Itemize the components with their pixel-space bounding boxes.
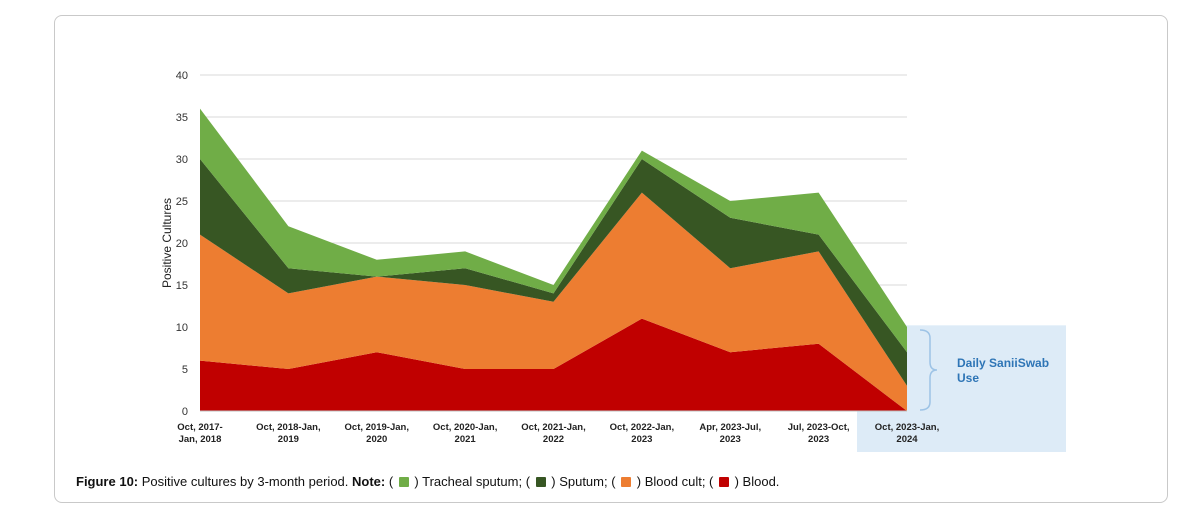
blood-swatch [719, 477, 729, 487]
x-tick-label: Jul, 2023-Oct, 2023 [788, 422, 850, 445]
x-tick-label: Oct, 2019-Jan, 2020 [345, 422, 409, 445]
y-tick-label: 35 [176, 112, 188, 124]
caption-legend-4-label: ) Blood. [731, 474, 780, 489]
area-blood [200, 318, 907, 411]
y-tick-label: 0 [182, 406, 188, 418]
y-axis-label: Positive Cultures [160, 198, 174, 288]
caption-legend-3-open: ( [607, 474, 620, 489]
sputum-swatch [535, 477, 546, 487]
caption-legend-4-open: ( [705, 474, 717, 489]
figure-caption: Figure 10: Positive cultures by 3-month … [76, 474, 779, 489]
y-tick-label: 15 [176, 280, 188, 292]
x-tick-label: Oct, 2023-Jan, 2024 [875, 422, 939, 445]
y-tick-label: 25 [176, 196, 188, 208]
caption-label: Figure 10: [76, 474, 139, 489]
x-tick-label: Oct, 2018-Jan, 2019 [256, 422, 320, 445]
annotation-bracket [919, 329, 938, 411]
y-tick-label: 5 [182, 364, 188, 376]
annotation-text: Daily SaniiSwab Use [957, 356, 1049, 385]
y-tick-label: 10 [176, 322, 188, 334]
x-tick-label: Oct, 2017-Jan, 2018 [177, 422, 222, 445]
caption-note-label: Note: [352, 474, 386, 489]
tracheal-sputum-swatch [398, 477, 409, 487]
caption-legend-1-open: ( [385, 474, 397, 489]
blood-cult-swatch [621, 477, 632, 487]
caption-legend-2-open: ( [522, 474, 534, 489]
x-tick-label: Apr, 2023-Jul, 2023 [699, 422, 761, 445]
x-tick-label: Oct, 2021-Jan, 2022 [521, 422, 585, 445]
caption-legend-1-label: ) Tracheal sputum; [410, 474, 523, 489]
y-tick-label: 20 [176, 238, 188, 250]
x-tick-label: Oct, 2022-Jan, 2023 [610, 422, 674, 445]
caption-legend-3-label: ) Blood cult; [633, 474, 706, 489]
y-tick-label: 30 [176, 154, 188, 166]
caption-text: Positive cultures by 3-month period. [138, 474, 353, 489]
y-tick-label: 40 [176, 70, 188, 82]
x-tick-label: Oct, 2020-Jan, 2021 [433, 422, 497, 445]
caption-legend-2-label: ) Sputum; [547, 474, 608, 489]
